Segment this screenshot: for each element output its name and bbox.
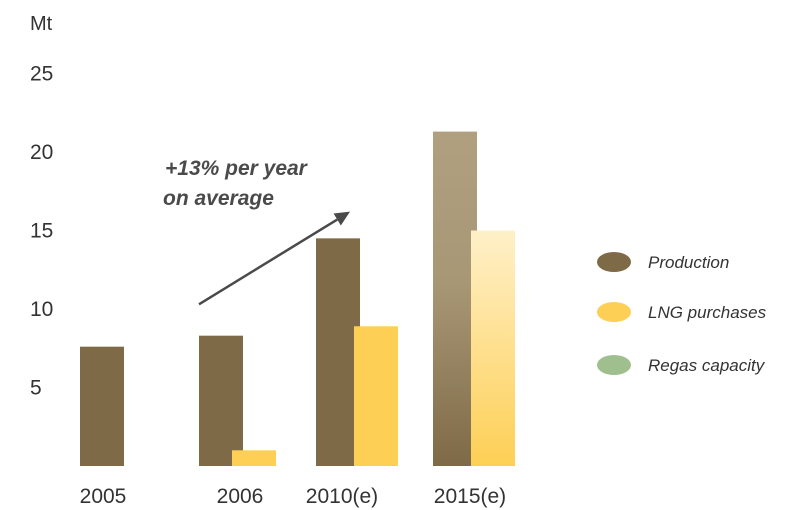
bar-production bbox=[433, 131, 477, 466]
annotation-line-1: +13% per year bbox=[165, 157, 309, 180]
y-tick-label: 25 bbox=[30, 63, 53, 86]
annotation-line-2: on average bbox=[163, 187, 274, 210]
y-tick-label: 5 bbox=[30, 377, 42, 400]
legend-label: Regas capacity bbox=[648, 356, 766, 375]
bar-lng-purchases bbox=[471, 230, 515, 466]
bar-production bbox=[80, 346, 124, 466]
growth-arrow-head bbox=[333, 211, 350, 226]
x-tick-label: 2005 bbox=[80, 485, 127, 508]
x-tick-label: 2010(e) bbox=[306, 485, 378, 508]
legend-swatch bbox=[597, 355, 631, 375]
legend-label: LNG purchases bbox=[648, 303, 767, 322]
growth-annotation: +13% per year on average bbox=[163, 157, 350, 306]
y-tick-label: 10 bbox=[30, 298, 53, 321]
x-tick-label: 2015(e) bbox=[434, 485, 506, 508]
legend-label: Production bbox=[648, 253, 729, 272]
legend: Production LNG purchases Regas capacity bbox=[597, 252, 767, 375]
growth-arrow-line bbox=[198, 218, 338, 306]
x-axis-labels: 2005 2006 2010(e) 2015(e) bbox=[80, 485, 507, 508]
bar-production bbox=[316, 238, 360, 466]
y-axis-unit: Mt bbox=[30, 13, 53, 35]
y-tick-label: 20 bbox=[30, 141, 53, 164]
bar-lng-purchases bbox=[232, 450, 276, 466]
legend-swatch bbox=[597, 252, 631, 272]
y-tick-label: 15 bbox=[30, 220, 53, 243]
bars bbox=[80, 131, 515, 466]
y-axis-ticks: 5 10 15 20 25 bbox=[30, 63, 53, 400]
bar-production bbox=[199, 335, 243, 466]
x-tick-label: 2006 bbox=[217, 485, 264, 508]
legend-swatch bbox=[597, 302, 631, 322]
bar-lng-purchases bbox=[354, 326, 398, 466]
